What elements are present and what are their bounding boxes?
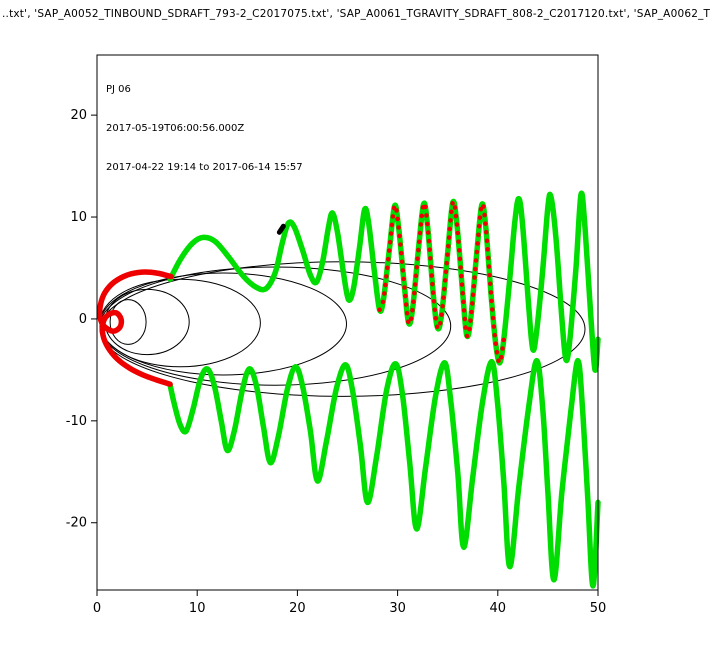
perijove-highlight-path (96, 269, 174, 387)
annotation-timestamp: 2017-05-19T06:00:56.000Z (106, 123, 245, 134)
red-dotted-overlay-path (377, 199, 507, 366)
annotation-perijove-label: PJ 06 (106, 84, 131, 95)
annotation-block: PJ 06 2017-05-19T06:00:56.000Z 2017-04-2… (106, 57, 303, 200)
y-tick-label: 0 (79, 312, 87, 327)
annotation-timerange: 2017-04-22 19:14 to 2017-06-14 15:57 (106, 162, 303, 173)
x-tick-label: 40 (490, 601, 507, 616)
contour-line (109, 299, 147, 345)
trajectory-lower-path (167, 357, 601, 589)
x-tick-label: 50 (590, 601, 607, 616)
x-tick-label: 10 (189, 601, 206, 616)
axes-frame (96, 54, 599, 591)
contour-line (104, 288, 190, 356)
x-tick-label: 20 (289, 601, 306, 616)
x-axis: 0 10 20 30 40 50 (93, 590, 606, 616)
y-tick-label: -20 (66, 516, 87, 531)
trajectory-upper-path (167, 190, 601, 373)
trajectory-lower (167, 357, 601, 589)
perijove-highlight (96, 269, 174, 387)
plot-title: ..txt', 'SAP_A0052_TINBOUND_SDRAFT_793-2… (2, 8, 711, 20)
plot-box (96, 54, 599, 591)
black-marker-segment-path (276, 223, 286, 235)
red-dotted-overlay (377, 199, 507, 366)
y-tick-label: 20 (70, 108, 87, 123)
black-marker-segment (276, 223, 286, 235)
y-tick-label: -10 (66, 414, 87, 429)
trajectory-upper (167, 190, 601, 373)
x-tick-label: 0 (93, 601, 101, 616)
y-tick-label: 10 (70, 210, 87, 225)
y-axis: -20 -10 0 10 20 (66, 108, 97, 531)
x-tick-label: 30 (389, 601, 406, 616)
